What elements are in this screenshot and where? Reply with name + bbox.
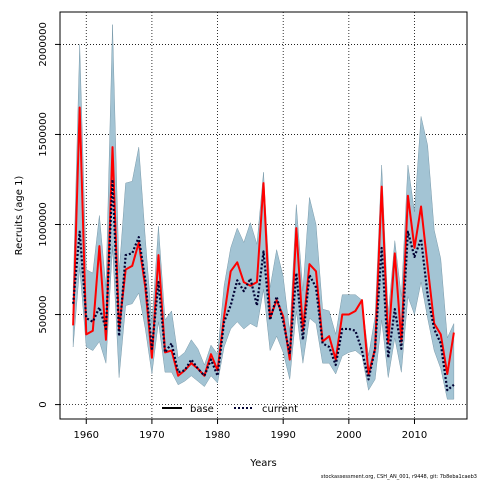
x-axis: 1960 1970 1980 1990 2000 2010 <box>74 419 427 441</box>
series-lines <box>72 106 455 392</box>
x-tick-label: 1970 <box>139 430 164 441</box>
y-tick-label: 1500000 <box>38 112 49 157</box>
y-tick-label: 2000000 <box>38 22 49 67</box>
y-tick-label: 1000000 <box>38 202 49 247</box>
y-axis-title: Recruits (age 1) <box>14 176 25 256</box>
x-tick-label: 2000 <box>336 430 361 441</box>
y-tick-label: 0 <box>38 401 49 407</box>
x-tick-label: 1990 <box>270 430 295 441</box>
footnote: stockassessment.org, CSH_AN_001, r9448, … <box>321 474 477 480</box>
y-tick-label: 500000 <box>38 295 49 333</box>
x-axis-title: Years <box>249 458 276 469</box>
x-tick-label: 2010 <box>402 430 427 441</box>
x-tick-label: 1980 <box>205 430 230 441</box>
y-axis: 0 500000 1000000 1500000 2000000 <box>38 22 60 408</box>
legend-label-base: base <box>190 404 214 415</box>
legend: base current <box>162 404 298 415</box>
series-line-base <box>72 106 455 377</box>
legend-label-current: current <box>262 404 298 415</box>
plot-frame <box>59 11 468 420</box>
series-line-current <box>72 178 455 392</box>
x-tick-label: 1960 <box>74 430 99 441</box>
